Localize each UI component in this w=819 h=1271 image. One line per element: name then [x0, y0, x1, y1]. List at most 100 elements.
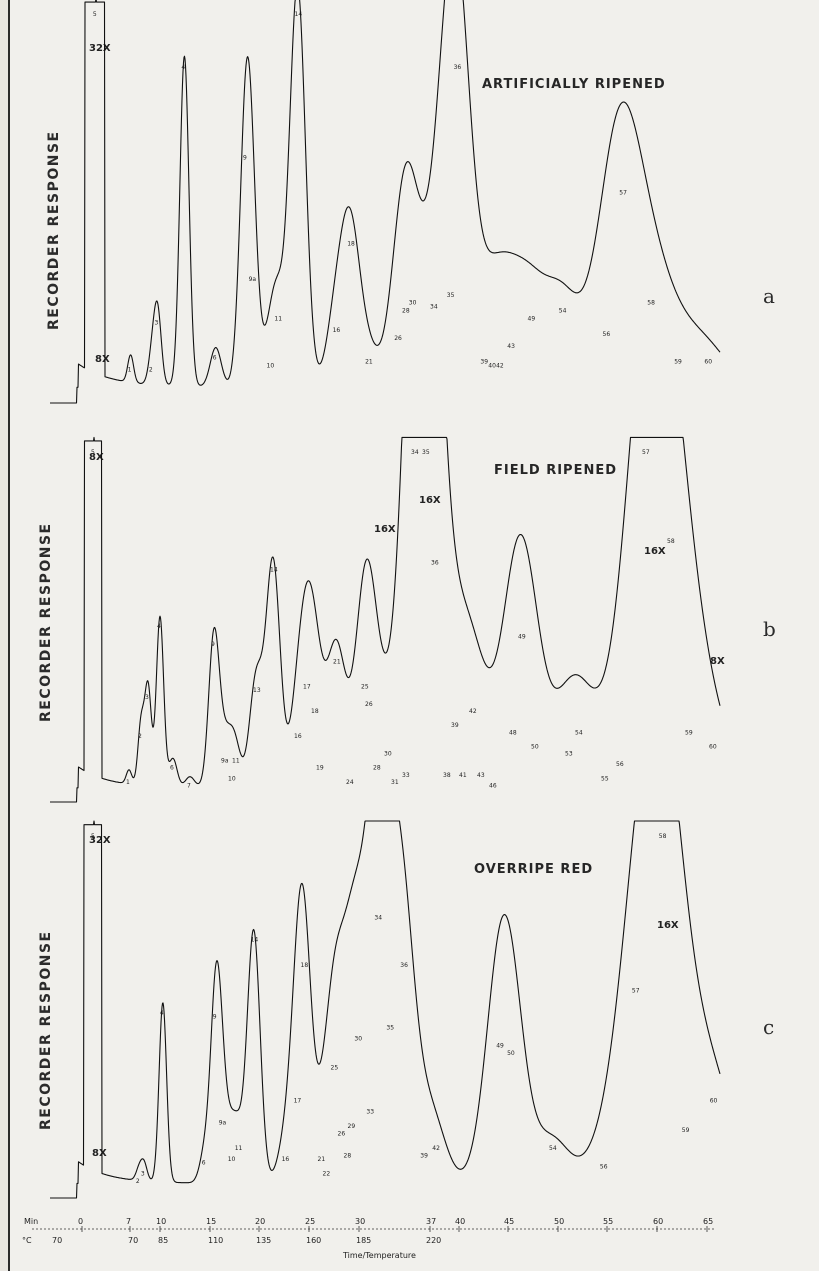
- peak-label: 16: [294, 733, 302, 740]
- peak-label: 28: [373, 765, 381, 772]
- peak-label: 18: [347, 241, 355, 248]
- peak-label: 42: [432, 1145, 440, 1152]
- peak-label: 54: [549, 1145, 557, 1152]
- x-tick-time: 15: [206, 1217, 216, 1226]
- x-axis-ticks: 0 7 10 15 20 25 30 37 40 45 50 55 60 65 70 70 85 110 135 16…: [52, 1217, 713, 1245]
- peak-label: 10: [228, 775, 236, 782]
- peak-label: 36: [454, 64, 462, 71]
- peak-label: 9: [213, 1013, 217, 1020]
- peak-label: 24: [346, 779, 354, 786]
- peak-label: 35: [386, 1024, 394, 1031]
- peak-label: 58: [659, 833, 667, 840]
- peak-label: 59: [682, 1127, 690, 1134]
- x-axis-title: Time/Temperature: [342, 1251, 416, 1260]
- peak-label: 36: [400, 962, 408, 969]
- annotation-8x-c: 8X: [92, 1148, 107, 1159]
- x-tick-time: 30: [355, 1217, 365, 1226]
- peak-label: 9a: [221, 758, 229, 765]
- x-tick-temp: 110: [208, 1236, 223, 1245]
- peak-label: 26: [365, 701, 373, 708]
- annotation-8x-b: 8X: [89, 452, 104, 463]
- peak-label: 17: [294, 1098, 302, 1105]
- chromatogram-trace-b: [49, 436, 721, 803]
- peak-label: 48: [509, 729, 517, 736]
- peak-label: 9a: [219, 1120, 227, 1127]
- annotation-8x-a: 8X: [95, 354, 110, 365]
- x-tick-time: 37: [426, 1217, 436, 1226]
- peak-label: 50: [507, 1050, 515, 1057]
- peak-label: 6: [170, 765, 174, 772]
- peak-label: 57: [619, 190, 627, 197]
- peak-label: 42: [496, 363, 504, 370]
- peak-labels-c: 5234699a10111416171821222526282930333435…: [91, 833, 718, 1185]
- peak-label: 41: [459, 772, 467, 779]
- peak-label: 4: [160, 1010, 164, 1017]
- ylabel-b: RECORDER RESPONSE: [38, 522, 54, 722]
- x-tick-time: 25: [305, 1217, 315, 1226]
- peak-label: 29: [348, 1123, 356, 1130]
- peak-label: 6: [213, 355, 217, 362]
- x-axis-unit-min: Min: [24, 1217, 38, 1226]
- peak-label: 19: [316, 765, 324, 772]
- peak-label: 57: [632, 988, 640, 995]
- peak-label: 1: [126, 779, 130, 786]
- peak-label: 22: [323, 1171, 331, 1178]
- peak-label: 42: [469, 708, 477, 715]
- time-temperature-axis: Min °C 0 7 10 15 20 25 30 37 40 45 50 55 60 65 70 70 85 1…: [22, 1217, 715, 1260]
- peak-label: 43: [477, 772, 485, 779]
- peak-label: 9: [211, 641, 215, 648]
- peak-label: 58: [647, 300, 655, 307]
- peak-label: 25: [361, 683, 369, 690]
- peak-label: 14: [270, 566, 278, 573]
- peak-label: 53: [565, 751, 573, 758]
- peak-label: 31: [391, 779, 399, 786]
- chromatogram-trace-a: [49, 0, 721, 404]
- peak-label: 13: [253, 687, 261, 694]
- peak-label: 58: [667, 538, 675, 545]
- peak-label: 54: [575, 729, 583, 736]
- peak-label: 3: [155, 319, 159, 326]
- x-tick-time: 60: [653, 1217, 663, 1226]
- peak-label: 33: [366, 1109, 374, 1116]
- peak-label: 6: [202, 1160, 206, 1167]
- peak-labels-b: 512346799a101113141617181921242526283031…: [91, 449, 717, 789]
- peak-label: 54: [559, 308, 567, 315]
- peak-label: 35: [447, 292, 455, 299]
- peak-label: 49: [496, 1043, 504, 1050]
- peak-label: 59: [674, 359, 682, 366]
- panel-field-ripened: RECORDER RESPONSE FIELD RIPENED b 8X 16X…: [38, 436, 776, 803]
- peak-label: 26: [394, 335, 402, 342]
- peak-label: 30: [384, 751, 392, 758]
- peak-label: 55: [601, 775, 609, 782]
- peak-label: 21: [333, 659, 341, 666]
- x-tick-temp: 85: [158, 1236, 168, 1245]
- peak-label: 25: [331, 1065, 339, 1072]
- peak-label: 21: [365, 359, 373, 366]
- peak-label: 49: [528, 315, 536, 322]
- x-tick-temp: 220: [426, 1236, 441, 1245]
- peak-label: 60: [704, 359, 712, 366]
- x-tick-time: 0: [78, 1217, 83, 1226]
- panel-letter-c: c: [763, 1015, 774, 1039]
- peak-label: 34: [374, 915, 382, 922]
- x-tick-temp: 70: [52, 1236, 62, 1245]
- x-tick-time: 20: [255, 1217, 265, 1226]
- peak-label: 16: [333, 327, 341, 334]
- ylabel-a: RECORDER RESPONSE: [46, 130, 62, 330]
- peak-label: 36: [431, 559, 439, 566]
- peak-label: 18: [301, 962, 309, 969]
- peak-label: 39: [480, 359, 488, 366]
- x-tick-time: 7: [126, 1217, 131, 1226]
- peak-label: 14: [251, 937, 259, 944]
- annotation-32x-c: 32X: [89, 835, 111, 846]
- peak-label: 21: [318, 1156, 326, 1163]
- peak-label: 2: [136, 1178, 140, 1185]
- peak-label: 5: [91, 833, 95, 840]
- peak-label: 2: [138, 733, 142, 740]
- peak-label: 50: [531, 743, 539, 750]
- peak-label: 43: [507, 343, 515, 350]
- chromatogram-sheet: RECORDER RESPONSE ARTIFICIALLY RIPENED a…: [8, 0, 819, 1271]
- peak-label: 34: [430, 304, 438, 311]
- peak-label: 11: [235, 1145, 243, 1152]
